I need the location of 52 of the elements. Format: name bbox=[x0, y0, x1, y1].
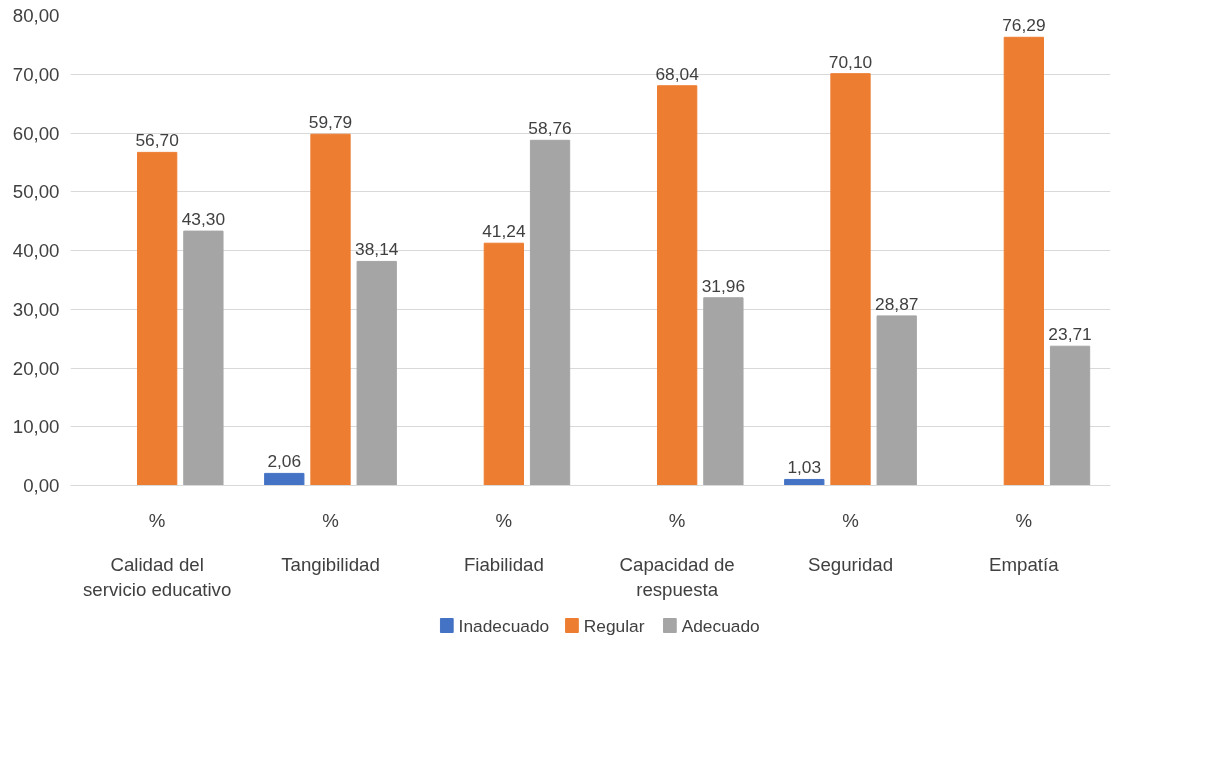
text: % bbox=[1015, 509, 1033, 531]
y-tick-label: 40,00 bbox=[12, 240, 60, 261]
bar bbox=[784, 478, 825, 486]
bar bbox=[529, 139, 571, 486]
bar bbox=[264, 472, 305, 486]
x-tick-label: Empatía bbox=[989, 553, 1060, 575]
data-label: 59,79 bbox=[308, 112, 353, 133]
y-tick-label: 60,00 bbox=[12, 122, 60, 144]
data-label: 28,87 bbox=[875, 293, 919, 314]
x-tick-label: Seguridad bbox=[807, 553, 894, 575]
data-label: 56,70 bbox=[135, 130, 179, 151]
bar bbox=[1003, 36, 1044, 486]
text: % bbox=[668, 509, 686, 531]
x-tick-label: Capacidad de respuesta bbox=[619, 553, 735, 600]
bar bbox=[483, 242, 524, 486]
text: % bbox=[842, 509, 859, 531]
bar bbox=[703, 297, 744, 486]
text: % bbox=[495, 509, 513, 531]
y-tick-label: 0,00 bbox=[23, 475, 60, 496]
bar bbox=[830, 73, 871, 486]
y-tick-label: 50,00 bbox=[12, 181, 60, 203]
bar bbox=[356, 260, 397, 486]
legend-label: Inadecuado bbox=[458, 615, 550, 636]
y-tick-label: 20,00 bbox=[12, 357, 60, 379]
bar bbox=[137, 151, 178, 486]
text: % bbox=[148, 509, 166, 531]
y-tick-label: 80,00 bbox=[12, 5, 60, 26]
data-label: 70,10 bbox=[828, 51, 873, 72]
x-tick-label: Fiabilidad bbox=[463, 553, 544, 575]
legend-label: Regular bbox=[583, 615, 645, 636]
bar bbox=[876, 315, 917, 486]
bar bbox=[183, 230, 224, 486]
data-label: 23,71 bbox=[1048, 324, 1092, 345]
bar bbox=[657, 85, 698, 486]
data-label: 41,24 bbox=[482, 221, 526, 242]
data-label: 1,03 bbox=[787, 457, 822, 478]
data-label: 68,04 bbox=[655, 63, 700, 84]
data-label: 2,06 bbox=[267, 451, 302, 472]
data-label: 31,96 bbox=[701, 275, 746, 296]
bar bbox=[1049, 345, 1091, 486]
text: % bbox=[322, 509, 339, 531]
bar bbox=[310, 133, 351, 486]
y-tick-label: 30,00 bbox=[12, 298, 60, 320]
data-label: 38,14 bbox=[355, 239, 399, 260]
y-tick-label: 70,00 bbox=[12, 63, 60, 85]
legend-label: Adecuado bbox=[681, 615, 760, 636]
data-label: 76,29 bbox=[1002, 15, 1046, 36]
data-label: 43,30 bbox=[181, 209, 226, 230]
y-tick-label: 10,00 bbox=[12, 416, 60, 438]
x-tick-label: Calidad del servicio educativo bbox=[83, 553, 232, 600]
data-label: 58,76 bbox=[528, 118, 572, 139]
x-tick-label: Tangibilidad bbox=[281, 553, 380, 575]
